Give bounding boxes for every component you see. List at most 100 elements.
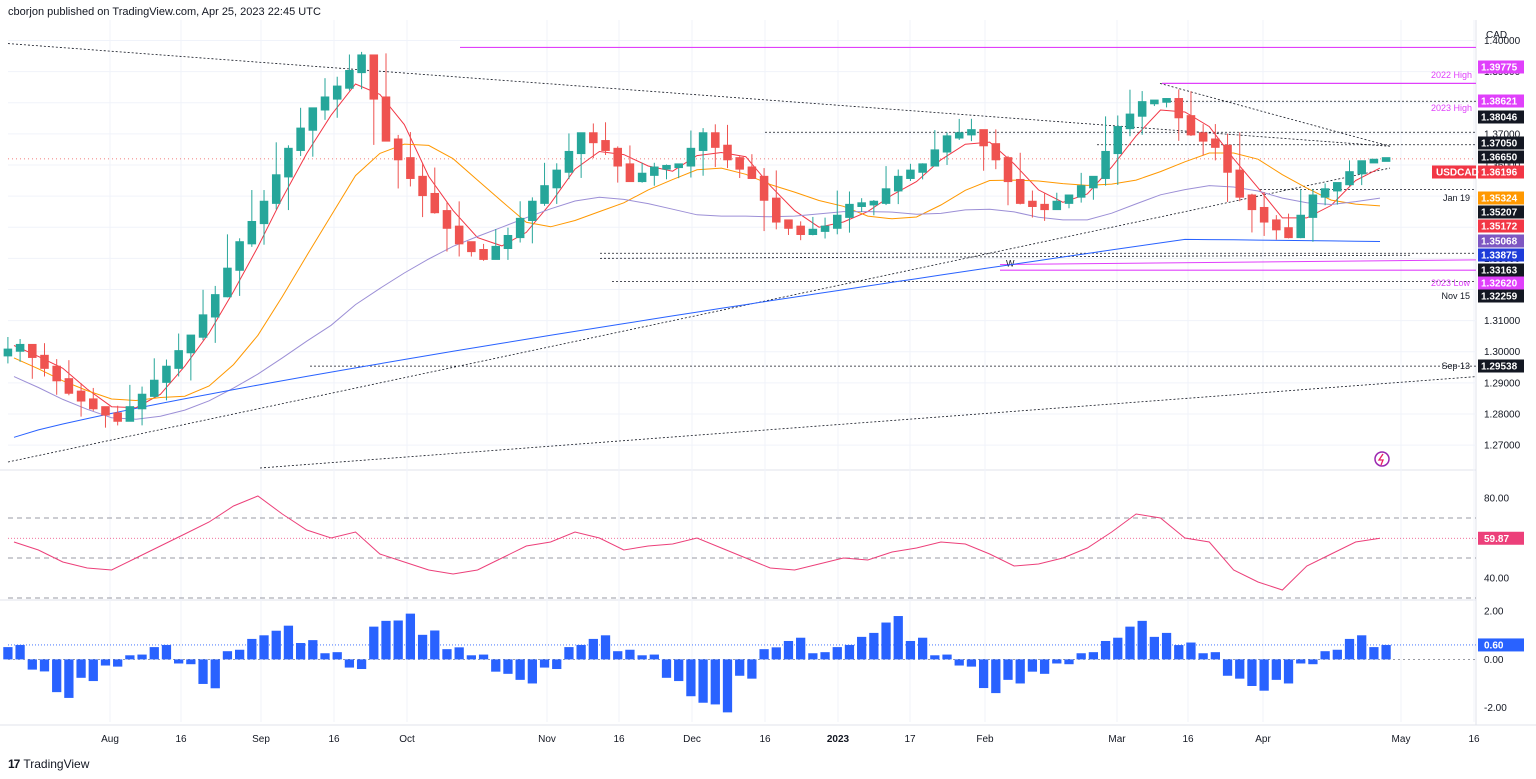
level-label: 2022 High — [1431, 70, 1472, 80]
footer-brand: 17 TradingView — [8, 757, 89, 771]
hist-bar — [308, 640, 318, 660]
candle-body — [1272, 219, 1281, 231]
rsi-tick-label: 40.00 — [1484, 574, 1509, 585]
price-tick-label: 1.37000 — [1484, 129, 1521, 140]
hist-bar — [747, 659, 757, 679]
hist-bar — [405, 613, 416, 660]
candle-body — [76, 390, 86, 402]
hist-bar — [466, 655, 477, 660]
hist-bar — [1259, 659, 1269, 691]
candle-body — [1296, 214, 1305, 239]
hist-bar — [1296, 659, 1306, 664]
candle-body — [942, 135, 952, 153]
candle-body — [881, 188, 891, 204]
hist-bar — [1235, 659, 1245, 679]
hist-bar — [930, 655, 940, 660]
price-tag-box — [1478, 289, 1524, 303]
candle-body — [869, 200, 879, 206]
level-label: Jan 19 — [1443, 193, 1470, 203]
price-tag-box — [1478, 60, 1524, 74]
hist-bar — [100, 659, 111, 666]
sma-20-line — [13, 83, 1381, 409]
candle-body — [1369, 158, 1379, 164]
price-tag-box — [1478, 191, 1524, 205]
hist-bar — [88, 659, 98, 682]
candle-body — [662, 164, 671, 170]
hist-bar — [1161, 632, 1172, 660]
candle-body — [625, 163, 635, 183]
candle-body — [247, 220, 257, 245]
hist-layer — [3, 613, 1476, 713]
hist-bar — [1064, 659, 1074, 665]
price-tick-label: 1.28000 — [1484, 409, 1521, 420]
hist-bar — [771, 647, 781, 660]
candle-body — [162, 365, 171, 383]
hist-bar — [722, 659, 733, 713]
candle-body — [113, 412, 122, 422]
candle-body — [406, 157, 415, 179]
candle-body — [1333, 182, 1342, 192]
price-tag-value: 1.32259 — [1481, 292, 1518, 303]
price-axis: CAD1.400001.390001.380001.370001.360001.… — [1431, 30, 1524, 714]
candle-body — [210, 294, 220, 318]
hist-bar — [356, 659, 367, 670]
hist-bar — [1174, 645, 1184, 660]
hist-bar — [1381, 644, 1391, 660]
candle-body — [906, 169, 915, 179]
candle-body — [15, 343, 25, 352]
candle-body — [552, 169, 562, 189]
brand-label: TradingView — [23, 757, 90, 771]
candle-body — [796, 225, 805, 235]
candle-body — [857, 202, 866, 207]
hist-bar — [1320, 651, 1330, 660]
hist-bar — [1344, 638, 1355, 660]
hist-bar — [539, 659, 550, 668]
hist-bar — [161, 644, 172, 660]
symbol-tag-box — [1432, 165, 1476, 179]
candle-body — [64, 378, 74, 394]
hist-bar — [1283, 659, 1294, 684]
hist-bar — [1332, 649, 1342, 660]
tradingview-logo-icon: 17 — [8, 757, 20, 771]
hist-bar — [783, 640, 794, 660]
rsi-layer — [8, 495, 1476, 599]
candle-body — [1259, 206, 1269, 223]
hist-bar — [186, 659, 196, 665]
hist-bar — [1100, 640, 1111, 660]
price-tick-label: 1.31000 — [1484, 316, 1521, 327]
hist-bar — [857, 636, 867, 660]
hist-bar — [564, 647, 574, 660]
candle-body — [418, 175, 427, 197]
candle-body — [1174, 98, 1184, 119]
candle-body — [491, 245, 501, 260]
candle-body — [369, 54, 379, 100]
price-tick-label: 1.30000 — [1484, 347, 1521, 358]
hist-bar — [234, 649, 245, 660]
hist-bar — [39, 659, 50, 672]
hist-value-box — [1478, 638, 1524, 652]
sma-100-line — [13, 185, 1381, 420]
hist-bar — [893, 616, 903, 660]
candle-body — [613, 147, 622, 167]
candle-body — [284, 147, 293, 178]
hist-bar — [271, 630, 281, 660]
hist-bar — [1357, 635, 1367, 660]
price-tag-box — [1478, 359, 1524, 373]
candle-body — [1162, 98, 1171, 103]
level-label: 2023 High — [1431, 103, 1472, 113]
candle-body — [930, 149, 940, 167]
candle-body — [28, 343, 37, 358]
candle-body — [711, 132, 720, 148]
price-tag-value: 1.29538 — [1481, 362, 1518, 373]
hist-bar — [917, 637, 928, 660]
time-tick-label: Dec — [683, 734, 701, 745]
candle-body — [772, 197, 781, 223]
hist-bar — [332, 652, 342, 660]
hist-bar — [149, 647, 159, 660]
candle-body — [3, 348, 13, 357]
time-axis: Aug 16 Sep 16 Oct Nov 16 Dec 16 2023 17 Feb Mar 16 Apr… — [101, 734, 1480, 745]
snapshot-icon[interactable] — [1374, 451, 1390, 467]
price-tag-box — [1478, 205, 1524, 219]
candle-body — [40, 354, 49, 369]
